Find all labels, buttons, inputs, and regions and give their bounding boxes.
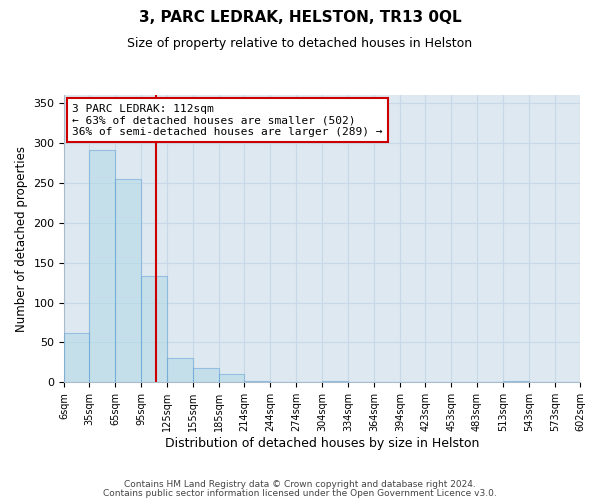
Text: 3, PARC LEDRAK, HELSTON, TR13 0QL: 3, PARC LEDRAK, HELSTON, TR13 0QL — [139, 10, 461, 25]
Bar — [89, 150, 115, 382]
Text: 3 PARC LEDRAK: 112sqm
← 63% of detached houses are smaller (502)
36% of semi-det: 3 PARC LEDRAK: 112sqm ← 63% of detached … — [72, 104, 383, 137]
Bar — [219, 374, 244, 382]
Bar — [244, 381, 270, 382]
Bar — [322, 381, 348, 382]
Bar — [167, 358, 193, 382]
Text: Size of property relative to detached houses in Helston: Size of property relative to detached ho… — [127, 38, 473, 51]
Bar — [64, 333, 89, 382]
Text: Contains public sector information licensed under the Open Government Licence v3: Contains public sector information licen… — [103, 488, 497, 498]
Text: Contains HM Land Registry data © Crown copyright and database right 2024.: Contains HM Land Registry data © Crown c… — [124, 480, 476, 489]
Y-axis label: Number of detached properties: Number of detached properties — [15, 146, 28, 332]
Bar — [193, 368, 219, 382]
Bar — [115, 179, 142, 382]
Bar — [503, 381, 529, 382]
X-axis label: Distribution of detached houses by size in Helston: Distribution of detached houses by size … — [165, 437, 479, 450]
Bar — [142, 276, 167, 382]
